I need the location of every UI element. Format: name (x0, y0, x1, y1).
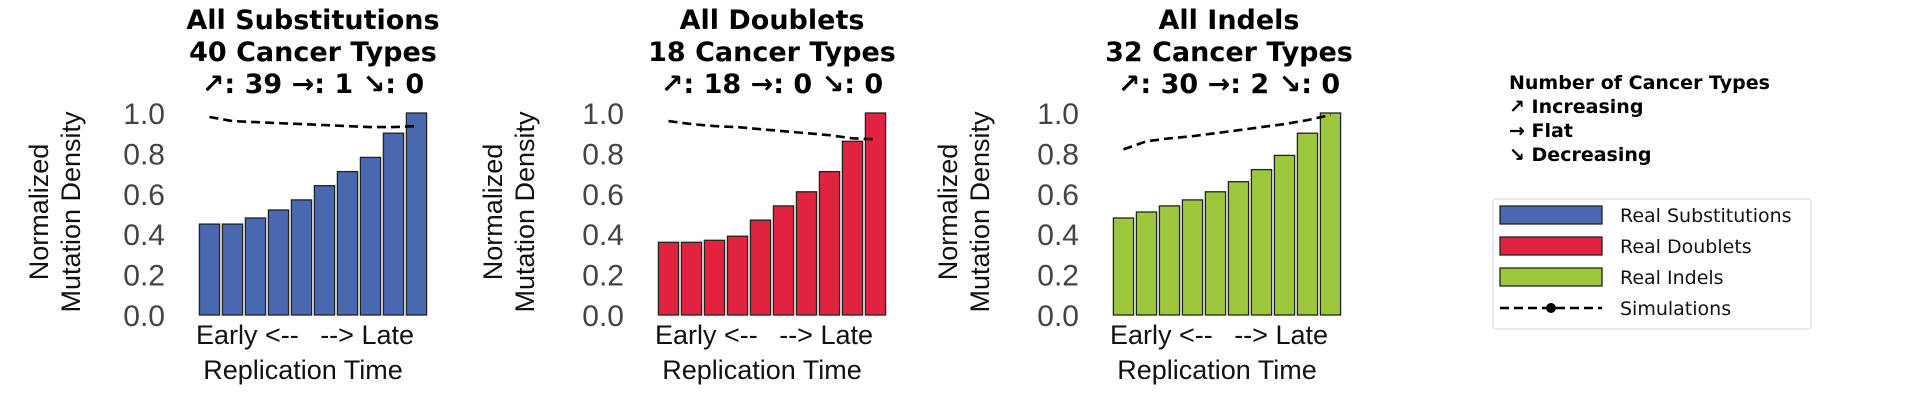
legend-heading-line-3: → Flat (1509, 120, 1573, 142)
legend-entry-label-3: Real Indels (1620, 267, 1724, 289)
y-tick-label: 0.0 (1037, 300, 1079, 333)
bar-10 (1319, 112, 1342, 316)
x-tick-label-late: --> Late (1234, 320, 1328, 350)
legend-heading-line-1: Number of Cancer Types (1509, 72, 1770, 94)
legend-entry-label-2: Real Doublets (1620, 236, 1752, 258)
x-tick-label-late: --> Late (320, 320, 414, 350)
y-tick-label: 0.2 (1037, 260, 1079, 293)
y-tick-label: 0.8 (1037, 138, 1079, 171)
chart-title-line-2: 32 Cancer Types (1105, 37, 1353, 68)
chart-title-line-2: 18 Cancer Types (648, 37, 896, 68)
chart-title-line-3: ↗: 18 →: 0 ↘: 0 (661, 69, 883, 100)
simulation-line (1123, 113, 1331, 151)
bar-3 (244, 217, 267, 316)
x-tick-label-late: --> Late (779, 320, 873, 350)
y-tick-label: 1.0 (123, 98, 165, 131)
bar-7 (1250, 168, 1273, 316)
bar-4 (267, 209, 290, 316)
bar-8 (818, 170, 841, 316)
bar-9 (382, 132, 405, 316)
bar-6 (1227, 181, 1250, 316)
y-tick-label: 0.6 (123, 179, 165, 212)
x-tick-label-early: Early <-- (1110, 320, 1213, 350)
legend-entry-label-4: Simulations (1620, 298, 1731, 320)
bar-3 (1158, 205, 1181, 316)
bar-2 (680, 241, 703, 316)
legend-entry-label-1: Real Substitutions (1620, 205, 1792, 227)
bar-6 (313, 185, 336, 316)
bar-1 (657, 241, 680, 316)
legend-heading-line-2: ↗ Increasing (1509, 96, 1643, 118)
y-axis-label-line-1: Normalized (933, 144, 963, 281)
chart-title-line-3: ↗: 30 →: 2 ↘: 0 (1118, 69, 1340, 100)
bar-7 (336, 170, 359, 316)
y-tick-label: 0.2 (582, 260, 624, 293)
bar-9 (841, 140, 864, 316)
y-tick-label: 0.2 (123, 260, 165, 293)
bar-2 (1135, 211, 1158, 316)
chart-title-line-1: All Doublets (680, 5, 865, 36)
bar-10 (405, 112, 428, 316)
bar-3 (703, 239, 726, 316)
bar-4 (1181, 199, 1204, 316)
y-tick-label: 0.0 (582, 300, 624, 333)
y-tick-label: 0.8 (582, 138, 624, 171)
y-tick-label: 1.0 (1037, 98, 1079, 131)
legend-heading-line-4: ↘ Decreasing (1509, 144, 1651, 166)
bar-1 (1112, 217, 1135, 316)
bar-1 (198, 223, 221, 316)
chart-title-line-2: 40 Cancer Types (189, 37, 437, 68)
bar-9 (1296, 132, 1319, 316)
y-axis-label-line-1: Normalized (478, 144, 508, 281)
y-tick-label: 0.6 (1037, 179, 1079, 212)
legend-swatch-marker (1546, 303, 1556, 313)
y-tick-label: 0.6 (582, 179, 624, 212)
chart-title-line-3: ↗: 39 →: 1 ↘: 0 (202, 69, 424, 100)
y-tick-label: 0.4 (582, 219, 624, 252)
x-axis-label: Replication Time (203, 355, 403, 385)
bar-8 (1273, 154, 1296, 316)
bar-6 (772, 205, 795, 316)
x-axis-label: Replication Time (1117, 355, 1317, 385)
simulation-line (209, 115, 417, 129)
bar-4 (726, 235, 749, 316)
y-tick-label: 1.0 (582, 98, 624, 131)
legend-swatch-1 (1499, 205, 1603, 225)
legend-box (1492, 198, 1812, 330)
y-axis-label-line-1: Normalized (24, 144, 54, 281)
legend: Number of Cancer Types↗ Increasing→ Flat… (1492, 72, 1812, 330)
bar-7 (795, 191, 818, 316)
y-axis-label-line-2: Mutation Density (56, 111, 86, 313)
bar-10 (864, 112, 887, 316)
chart-title-line-1: All Substitutions (186, 5, 439, 36)
y-tick-label: 0.8 (123, 138, 165, 171)
legend-swatch-2 (1499, 236, 1603, 256)
y-axis-label-line-2: Mutation Density (510, 111, 540, 313)
simulation-line (668, 119, 876, 141)
bar-5 (1204, 191, 1227, 316)
bar-2 (221, 223, 244, 316)
chart-title-line-1: All Indels (1158, 5, 1299, 36)
y-tick-label: 0.4 (1037, 219, 1079, 252)
x-tick-label-early: Early <-- (196, 320, 299, 350)
bar-5 (749, 219, 772, 316)
bar-8 (359, 156, 382, 316)
x-axis-label: Replication Time (662, 355, 862, 385)
legend-swatch-3 (1499, 267, 1603, 287)
y-tick-label: 0.4 (123, 219, 165, 252)
y-tick-label: 0.0 (123, 300, 165, 333)
bar-5 (290, 199, 313, 316)
y-axis-label-line-2: Mutation Density (965, 111, 995, 313)
x-tick-label-early: Early <-- (655, 320, 758, 350)
